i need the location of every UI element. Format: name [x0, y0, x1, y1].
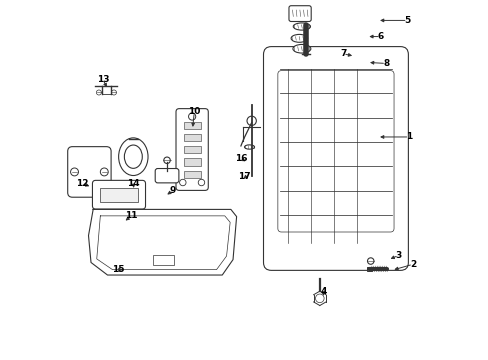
Circle shape	[163, 157, 170, 163]
FancyBboxPatch shape	[155, 168, 179, 183]
Text: 9: 9	[169, 186, 176, 195]
Circle shape	[198, 179, 204, 186]
Text: 14: 14	[127, 179, 140, 188]
Ellipse shape	[293, 23, 310, 30]
Text: 7: 7	[339, 49, 346, 58]
Text: 11: 11	[125, 211, 138, 220]
FancyBboxPatch shape	[288, 6, 310, 22]
Text: 12: 12	[76, 179, 88, 188]
Text: 6: 6	[377, 32, 383, 41]
Text: 15: 15	[112, 265, 124, 274]
Text: 4: 4	[320, 287, 326, 296]
Text: 1: 1	[406, 132, 412, 141]
Bar	[100, 188, 138, 202]
Text: 10: 10	[188, 107, 200, 116]
Ellipse shape	[119, 138, 148, 176]
Text: 17: 17	[238, 172, 250, 181]
Bar	[183, 146, 201, 153]
Text: 5: 5	[404, 16, 410, 25]
Ellipse shape	[124, 145, 142, 168]
Text: 8: 8	[382, 59, 388, 68]
Circle shape	[70, 168, 78, 176]
Circle shape	[367, 258, 373, 264]
Bar	[183, 134, 201, 141]
Circle shape	[188, 113, 195, 120]
Bar	[183, 158, 201, 166]
Bar	[366, 267, 371, 271]
Circle shape	[100, 168, 108, 176]
Circle shape	[315, 294, 324, 303]
Circle shape	[96, 90, 101, 95]
Text: 16: 16	[234, 154, 246, 163]
FancyBboxPatch shape	[92, 180, 145, 209]
Ellipse shape	[244, 145, 254, 149]
Text: 13: 13	[97, 75, 109, 84]
Bar	[153, 255, 174, 265]
FancyBboxPatch shape	[277, 71, 393, 232]
FancyBboxPatch shape	[263, 46, 407, 270]
Circle shape	[111, 90, 116, 95]
FancyBboxPatch shape	[176, 109, 208, 190]
Bar	[183, 122, 201, 129]
Circle shape	[246, 116, 256, 126]
Bar	[183, 171, 201, 178]
Circle shape	[179, 179, 185, 186]
Text: 2: 2	[409, 260, 415, 269]
Text: 3: 3	[395, 251, 401, 260]
FancyBboxPatch shape	[67, 147, 111, 197]
Ellipse shape	[292, 44, 310, 53]
Ellipse shape	[290, 35, 307, 42]
